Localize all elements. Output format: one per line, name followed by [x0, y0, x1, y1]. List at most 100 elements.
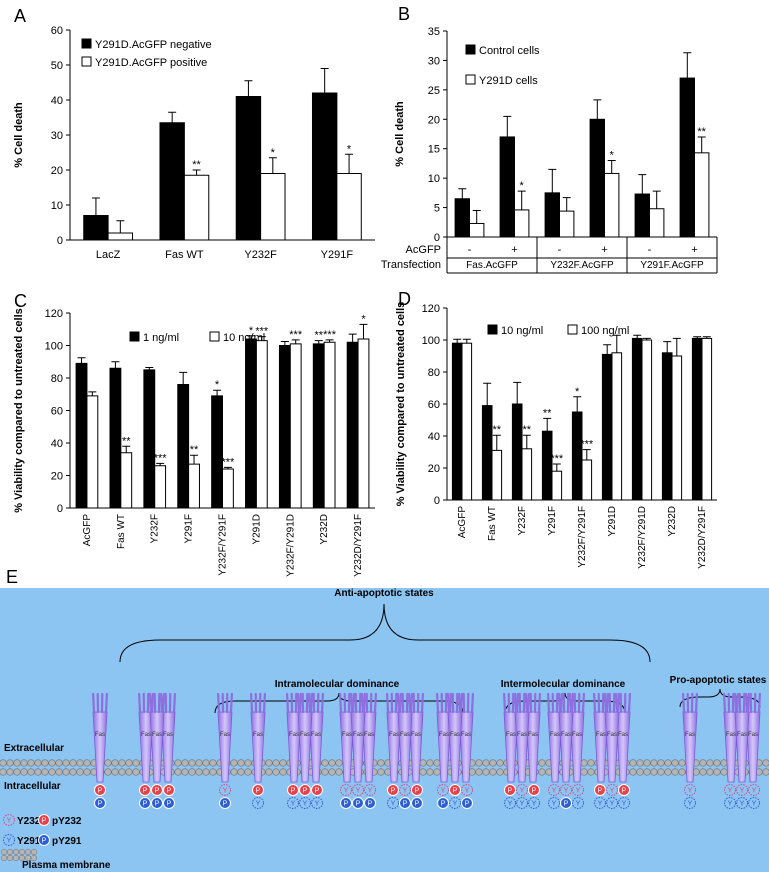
phospho-site — [139, 784, 151, 796]
site-letter: P — [98, 788, 103, 795]
error-bar — [145, 366, 154, 370]
bar — [661, 352, 673, 501]
significance-mark: *** — [222, 456, 236, 468]
membrane-lipid — [482, 768, 490, 776]
membrane-lipid — [265, 759, 273, 767]
fas-domain — [570, 692, 575, 714]
bar — [491, 449, 503, 501]
phospho-site — [504, 784, 516, 796]
fas-label: Fas — [353, 732, 363, 738]
diagram-background — [0, 588, 769, 872]
phospho-site — [411, 784, 423, 796]
fas-label: Fas — [400, 732, 410, 738]
site-letter: Y — [368, 788, 373, 795]
fas-domain — [722, 692, 727, 714]
error-bar — [122, 445, 131, 453]
site-letter: Y — [315, 801, 320, 808]
membrane-lipid — [83, 759, 91, 767]
membrane-lipid — [538, 759, 546, 767]
membrane-lipid — [62, 759, 70, 767]
fas-domain — [172, 692, 176, 714]
y-tick-label: 15 — [428, 144, 440, 156]
membrane-lipid — [580, 759, 588, 767]
membrane-lipid — [426, 768, 434, 776]
phospho-site — [38, 834, 50, 846]
site-letter: P — [42, 818, 47, 825]
group-label: Fas.AcGFP — [466, 260, 518, 271]
fas-label: Fas — [253, 732, 263, 738]
site-letter: P — [42, 838, 47, 845]
membrane-lipid — [195, 768, 203, 776]
phospho-site — [38, 814, 50, 826]
fas-domain — [229, 692, 233, 714]
membrane-lipid — [426, 759, 434, 767]
y-tick-label: 30 — [51, 130, 63, 142]
fas-domain — [309, 692, 313, 714]
site-letter: Y — [7, 818, 12, 825]
membrane-lipid — [489, 759, 497, 767]
fas-domain — [397, 692, 401, 714]
y-tick-label: 50 — [51, 60, 63, 72]
membrane-lipid — [195, 759, 203, 767]
phospho-site — [94, 784, 106, 796]
fas-domain — [559, 692, 564, 714]
legend-label: Control cells — [479, 45, 540, 57]
tyrosine-site — [748, 784, 760, 796]
membrane-lipid — [580, 768, 588, 776]
diagram-label: Plasma membrane — [22, 860, 111, 871]
error-bar — [179, 371, 188, 385]
fas-label: Fas — [152, 732, 162, 738]
x-tick-label: - — [468, 244, 472, 256]
bar — [701, 337, 713, 501]
error-bar — [593, 99, 602, 120]
bar — [641, 339, 653, 501]
fas-label: Fas — [364, 732, 374, 738]
fas-domain — [568, 692, 573, 714]
membrane-lipid — [13, 759, 21, 767]
membrane-lipid — [433, 759, 441, 767]
membrane-lipid — [321, 768, 329, 776]
fas-domain — [91, 692, 96, 714]
fas-domain — [537, 692, 542, 714]
bar — [691, 337, 703, 501]
error-bar — [257, 336, 266, 341]
site-letter: P — [564, 801, 569, 808]
legend-swatch — [129, 331, 140, 342]
error-bar — [320, 68, 329, 93]
fas-label: Fas — [572, 732, 582, 738]
phospho-site — [94, 797, 106, 809]
fas-domain — [503, 692, 507, 714]
membrane-lipid — [671, 768, 679, 776]
fas-label: Fas — [550, 732, 560, 738]
legend-label: 10 ng/ml — [501, 325, 543, 337]
membrane-lipid — [230, 759, 238, 767]
site-letter: P — [465, 801, 470, 808]
y-tick-label: 25 — [428, 85, 440, 97]
tyrosine-site — [399, 784, 411, 796]
membrane-lipid — [713, 768, 721, 776]
site-letter: Y — [610, 801, 615, 808]
bar — [159, 122, 185, 241]
site-letter: Y — [520, 801, 525, 808]
site-letter: P — [303, 788, 308, 795]
bar — [649, 208, 665, 238]
site-letter: P — [368, 801, 373, 808]
error-bar — [348, 333, 357, 343]
bar — [260, 173, 286, 241]
site-letter: P — [391, 788, 396, 795]
fas-domain — [470, 692, 474, 714]
y-tick-label: 5 — [434, 203, 440, 215]
bar — [255, 340, 268, 509]
membrane-lipid — [41, 759, 49, 767]
site-letter: P — [453, 788, 458, 795]
site-letter: P — [403, 801, 408, 808]
tyrosine-site — [504, 797, 516, 809]
bar — [634, 193, 650, 238]
fas-domain — [298, 692, 302, 714]
membrane-lipid — [104, 768, 112, 776]
membrane-lipid — [24, 848, 32, 856]
bar — [461, 342, 473, 501]
significance-mark: *** — [154, 452, 168, 464]
bar — [499, 136, 516, 238]
